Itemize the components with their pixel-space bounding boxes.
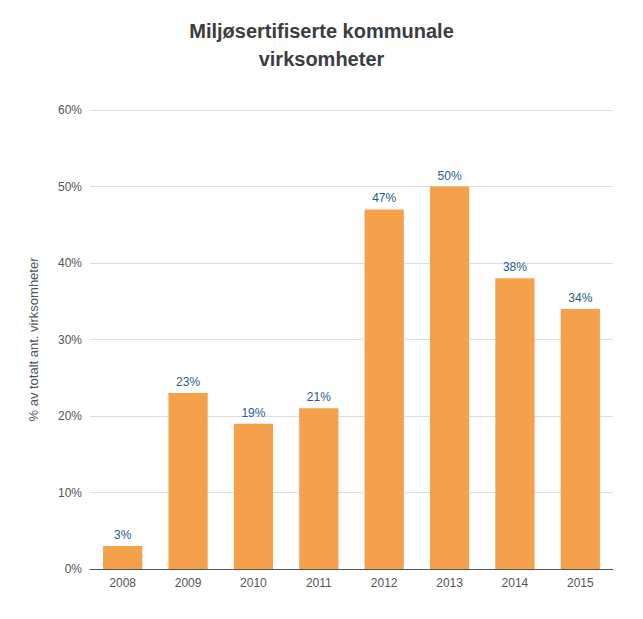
svg-text:% av totalt ant. virksomheter: % av totalt ant. virksomheter [26, 257, 41, 422]
svg-text:3%: 3% [114, 528, 132, 542]
svg-text:47%: 47% [372, 191, 396, 205]
svg-text:2008: 2008 [109, 576, 136, 590]
svg-text:34%: 34% [568, 291, 592, 305]
svg-text:10%: 10% [58, 486, 82, 500]
svg-text:2011: 2011 [306, 576, 332, 590]
svg-text:2013: 2013 [436, 576, 463, 590]
svg-text:30%: 30% [58, 333, 82, 347]
svg-text:40%: 40% [58, 256, 82, 270]
svg-text:0%: 0% [65, 562, 83, 576]
svg-text:20%: 20% [58, 409, 82, 423]
svg-text:2009: 2009 [175, 576, 202, 590]
svg-text:23%: 23% [176, 375, 200, 389]
svg-text:virksomheter: virksomheter [259, 48, 385, 70]
svg-text:2015: 2015 [567, 576, 594, 590]
svg-text:21%: 21% [307, 390, 331, 404]
svg-text:2010: 2010 [240, 576, 267, 590]
svg-text:38%: 38% [503, 260, 527, 274]
svg-text:Miljøsertifiserte kommunale: Miljøsertifiserte kommunale [189, 20, 454, 42]
svg-text:50%: 50% [438, 169, 462, 183]
svg-text:50%: 50% [58, 180, 82, 194]
svg-text:19%: 19% [241, 406, 265, 420]
svg-text:2014: 2014 [502, 576, 529, 590]
svg-text:60%: 60% [58, 103, 82, 117]
svg-text:2012: 2012 [371, 576, 398, 590]
